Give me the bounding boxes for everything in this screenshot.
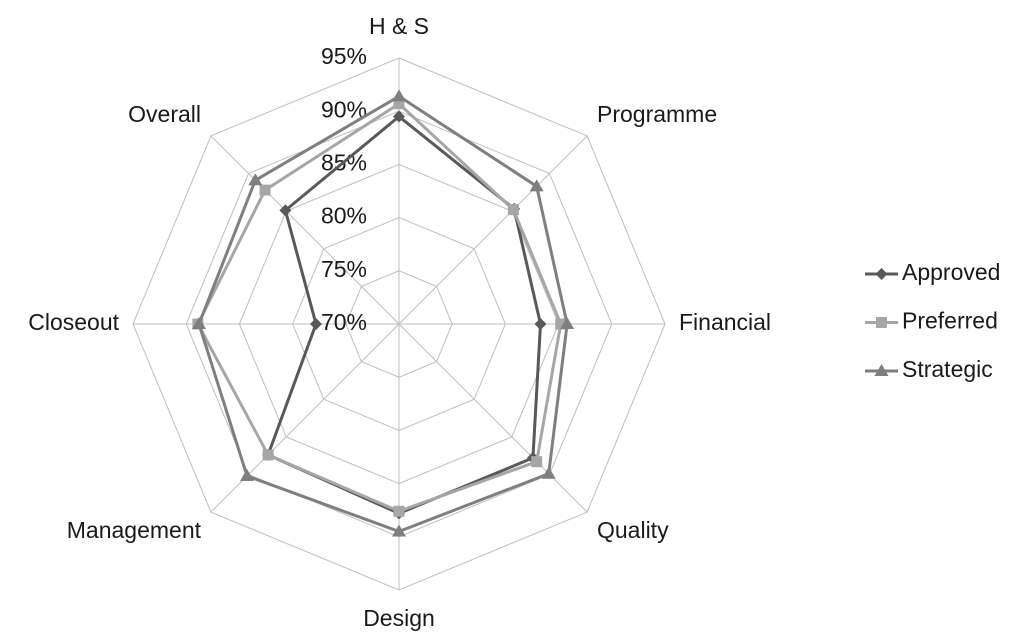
category-label: H & S [369,13,429,39]
data-point [393,98,405,110]
data-point [555,318,567,330]
series-line [266,115,543,515]
data-point [240,468,255,481]
category-label: Design [363,605,435,631]
data-point [248,173,263,186]
tick-label: 80% [321,203,367,229]
category-label: Closeout [28,309,119,335]
category-label: Financial [679,309,771,335]
tick-label: 75% [321,256,367,282]
data-point [507,204,519,216]
data-point [534,318,547,330]
data-point [541,466,556,479]
legend-marker [874,364,889,376]
legend-marker [876,317,887,328]
data-point [392,524,406,537]
data-point [531,456,543,468]
data-point [393,505,405,517]
data-point [529,179,544,192]
legend-label: Approved [902,259,1000,285]
legend-label: Preferred [902,308,998,334]
legend-label: Strategic [902,356,993,382]
category-label: Programme [597,101,717,127]
category-label: Management [67,517,202,543]
spoke [210,135,400,325]
data-point [279,204,292,217]
data-point [191,317,206,329]
category-label: Quality [597,517,669,543]
tick-label: 70% [321,309,367,335]
data-point [393,110,405,123]
spoke [398,323,588,513]
tick-label: 95% [321,43,367,69]
legend-marker [875,268,888,280]
spoke [398,135,588,325]
data-point [259,184,271,196]
data-point [310,318,323,330]
data-point [392,89,406,102]
category-label: Overall [128,101,201,127]
data-point [560,317,575,329]
data-point [262,449,274,461]
